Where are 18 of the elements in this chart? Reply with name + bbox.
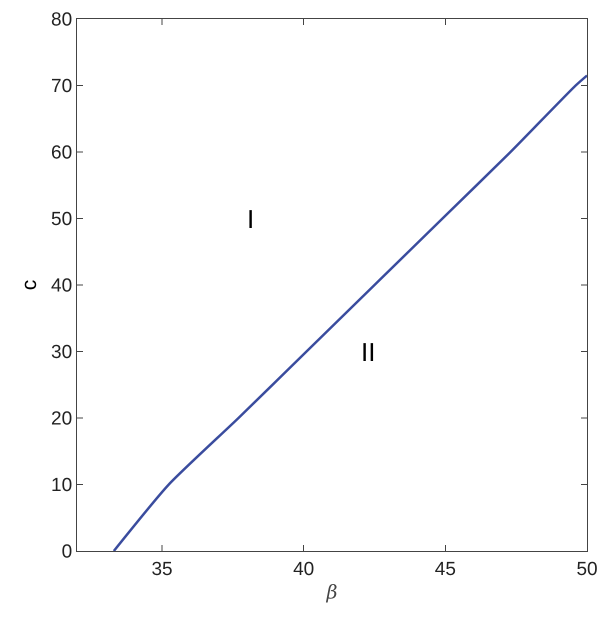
y-tick-label: 80 <box>51 10 72 31</box>
x-tick-label: 40 <box>293 558 314 580</box>
y-tick-label: 50 <box>51 209 72 230</box>
x-tick-label: 50 <box>576 558 598 580</box>
y-tick-label: 70 <box>51 76 72 98</box>
line-series <box>112 74 587 551</box>
y-tick-label: 40 <box>51 276 72 297</box>
y-tick-label: 0 <box>62 542 72 563</box>
y-tick-label: 20 <box>51 408 72 430</box>
annotation: II <box>361 337 376 367</box>
y-tick-label: 60 <box>51 142 72 164</box>
x-axis-title: β <box>326 582 338 604</box>
y-axis-title: c <box>18 280 42 290</box>
y-tick-label: 30 <box>51 342 72 364</box>
x-tick-label: 35 <box>151 558 173 580</box>
y-tick-label: 10 <box>51 475 72 496</box>
x-tick-label: 45 <box>434 558 456 580</box>
annotation: I <box>247 204 254 234</box>
